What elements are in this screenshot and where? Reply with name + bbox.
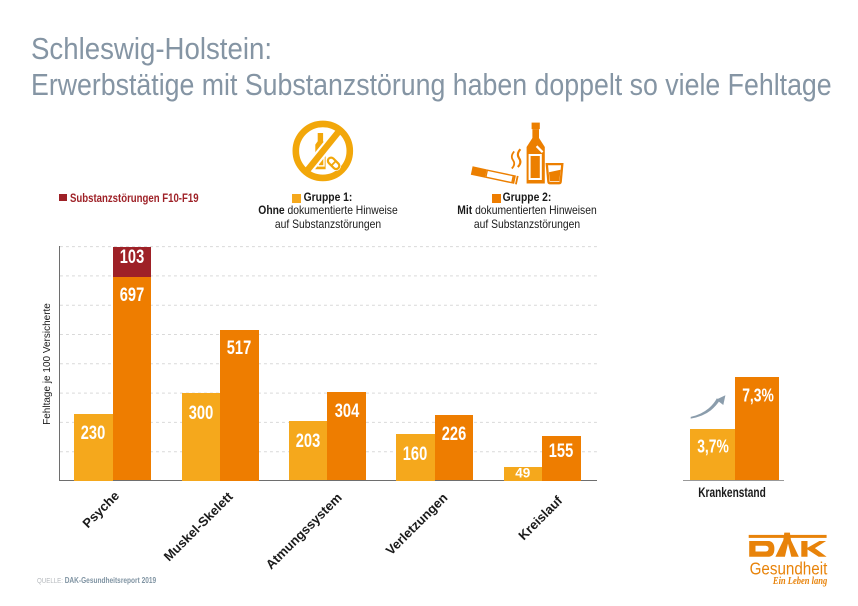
- svg-text:Ein Leben lang: Ein Leben lang: [772, 575, 828, 587]
- svg-text:Gesundheit: Gesundheit: [750, 559, 828, 578]
